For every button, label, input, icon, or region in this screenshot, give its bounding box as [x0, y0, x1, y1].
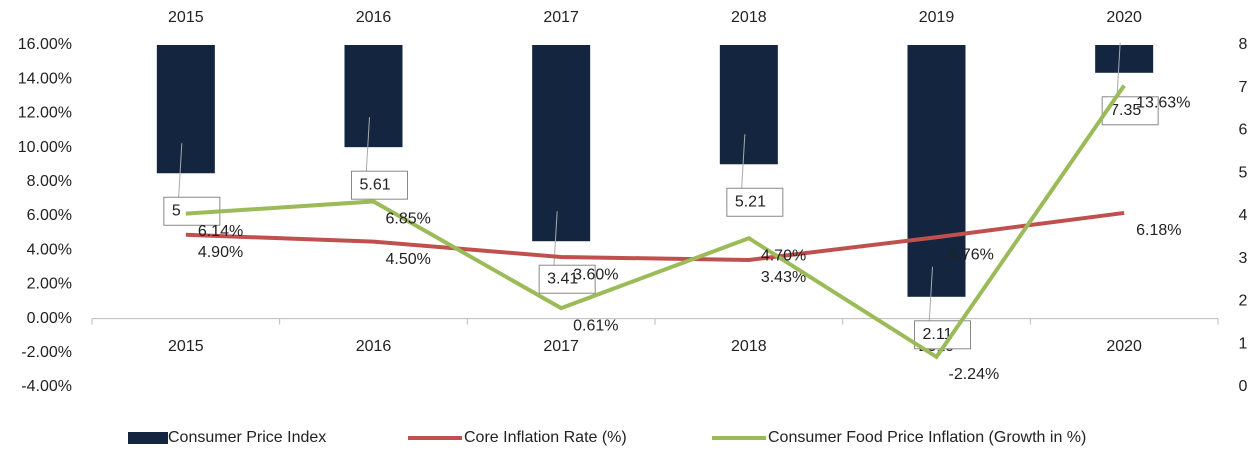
- data-label: -2.24%: [949, 366, 1000, 383]
- data-label: 6.85%: [386, 211, 431, 228]
- bar: [156, 45, 215, 174]
- data-label: 4.76%: [949, 246, 994, 263]
- data-label: 3.60%: [573, 266, 618, 283]
- bar: [344, 45, 403, 148]
- y2-tick-label: 5: [1239, 164, 1248, 181]
- data-label: 3.41: [547, 270, 578, 287]
- x-tick-label: 2018: [731, 338, 767, 355]
- y2-tick-label: 2: [1239, 293, 1248, 310]
- legend-label: Consumer Food Price Inflation (Growth in…: [768, 429, 1086, 446]
- data-label: 5.61: [360, 176, 391, 193]
- label-box: [726, 187, 784, 217]
- x-tick-label-top: 2018: [731, 9, 767, 26]
- y-tick-label: 6.00%: [27, 207, 72, 224]
- data-label: 4.90%: [198, 244, 243, 261]
- data-label: 4.70%: [761, 247, 806, 264]
- data-label: 5: [172, 202, 181, 219]
- data-label: 5.21: [735, 193, 766, 210]
- line: [185, 84, 1126, 360]
- y-tick-label: 14.00%: [18, 70, 72, 87]
- y-tick-label: 8.00%: [27, 173, 72, 190]
- data-label: 7.35: [1110, 102, 1141, 119]
- x-tick-label: 2020: [1106, 338, 1142, 355]
- label-box: [351, 170, 408, 200]
- bar: [719, 45, 778, 165]
- data-label: 0.61%: [573, 317, 618, 334]
- y-tick-label: 4.00%: [27, 241, 72, 258]
- y-tick-label: 16.00%: [18, 36, 72, 53]
- x-tick-label-top: 2019: [919, 9, 955, 26]
- bar: [907, 45, 966, 297]
- x-tick-label-top: 2020: [1106, 9, 1142, 26]
- y2-tick-label: 7: [1239, 79, 1248, 96]
- y-tick-label: 0.00%: [27, 310, 72, 327]
- y2-tick-label: 3: [1239, 250, 1248, 267]
- legend-swatch: [128, 432, 168, 444]
- y-tick-label: 12.00%: [18, 105, 72, 122]
- x-tick-label-top: 2017: [543, 9, 579, 26]
- data-label: 4.50%: [386, 251, 431, 268]
- bar: [1095, 45, 1154, 73]
- legend-label: Consumer Price Index: [168, 429, 326, 446]
- y2-tick-label: 8: [1239, 36, 1248, 53]
- y-tick-label: -4.00%: [21, 378, 72, 395]
- x-tick-label: 2016: [356, 338, 392, 355]
- x-tick-label-top: 2016: [356, 9, 392, 26]
- y-tick-label: -2.00%: [21, 344, 72, 361]
- data-label: 13.63%: [1136, 95, 1190, 112]
- data-label: 6.18%: [1136, 222, 1181, 239]
- y2-tick-label: 0: [1239, 378, 1248, 395]
- data-label: 2.11: [923, 326, 953, 343]
- y-tick-label: 10.00%: [18, 139, 72, 156]
- x-tick-label-top: 2015: [168, 9, 204, 26]
- x-tick-label: 2017: [543, 338, 579, 355]
- y2-tick-label: 6: [1239, 122, 1248, 139]
- y-tick-label: 2.00%: [27, 276, 72, 293]
- y2-tick-label: 4: [1239, 207, 1248, 224]
- data-label: 3.43%: [761, 269, 806, 286]
- y2-tick-label: 1: [1239, 335, 1248, 352]
- line: [185, 210, 1125, 262]
- legend-label: Core Inflation Rate (%): [464, 429, 627, 446]
- label-box: [538, 264, 596, 294]
- data-label: 6.14%: [198, 223, 243, 240]
- bar: [532, 45, 591, 242]
- x-tick-label: 2015: [168, 338, 204, 355]
